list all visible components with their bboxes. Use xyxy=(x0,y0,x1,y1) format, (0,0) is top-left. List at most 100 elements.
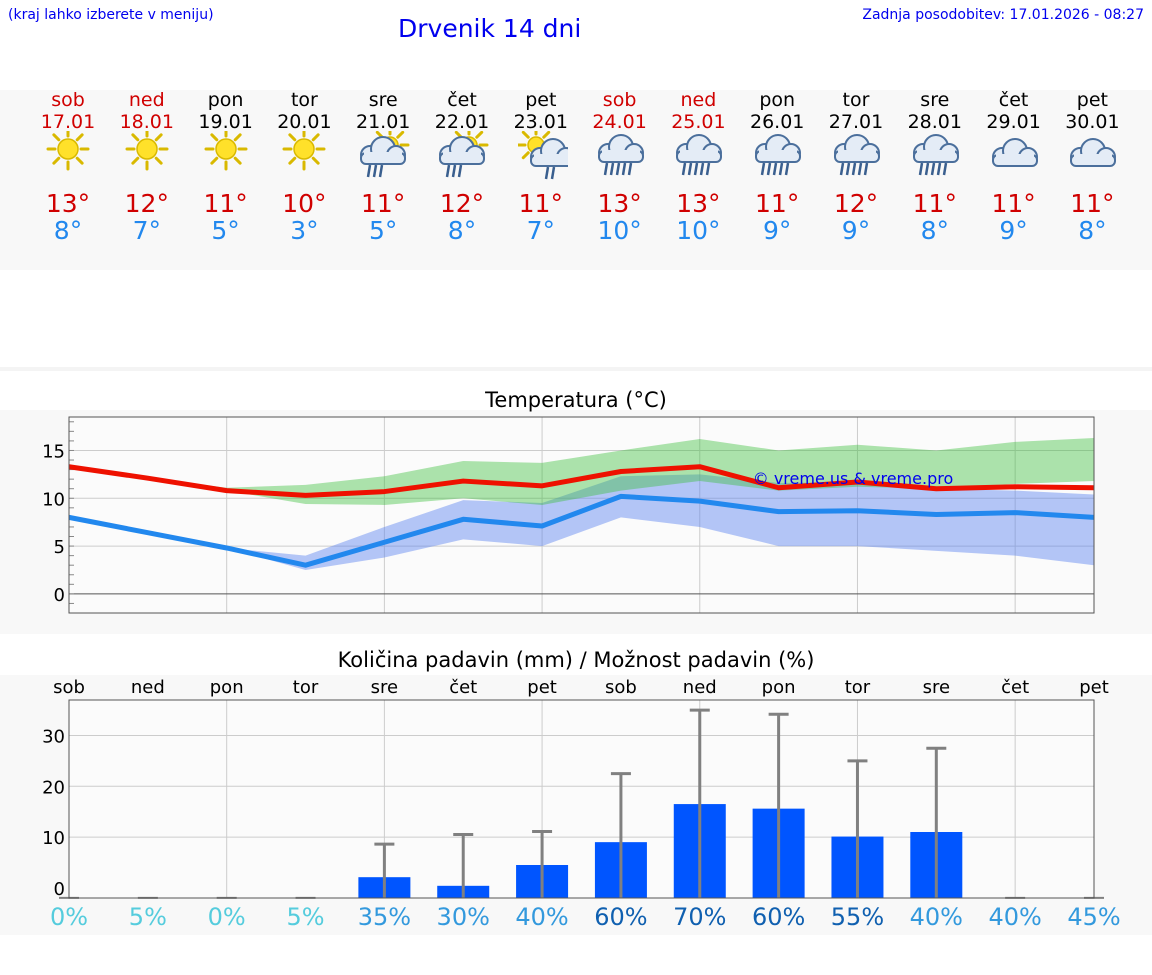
tmin-line xyxy=(68,493,1095,568)
precipitation-probability: 70% xyxy=(673,903,727,931)
day-date: 26.01 xyxy=(749,111,805,133)
day-date: 17.01 xyxy=(40,111,96,133)
max-temperature: 10° xyxy=(282,189,327,218)
day-date: 24.01 xyxy=(592,111,647,133)
x-category-label: ned xyxy=(683,677,717,698)
cloud-rain-icon xyxy=(597,134,644,176)
min-temperature: 5° xyxy=(211,216,240,245)
day-date: 18.01 xyxy=(119,111,174,133)
cloud-rain-icon xyxy=(912,134,959,176)
y-tick-label: 10 xyxy=(42,489,65,510)
day-name: čet xyxy=(998,89,1029,111)
day-date: 29.01 xyxy=(986,111,1041,133)
precipitation-probability: 55% xyxy=(830,903,885,931)
x-category-label: pon xyxy=(210,677,244,698)
precipitation-probability: 5% xyxy=(286,903,325,931)
precipitation-probability: 35% xyxy=(357,903,412,931)
min-temperature: 5° xyxy=(368,216,398,245)
day-date: 27.01 xyxy=(828,111,884,133)
day-date: 19.01 xyxy=(198,111,253,133)
cloud-icon xyxy=(991,138,1038,167)
day-date: 23.01 xyxy=(513,111,568,133)
day-date: 28.01 xyxy=(907,111,962,133)
last-updated: Zadnja posodobitev: 17.01.2026 - 08:27 xyxy=(862,7,1144,23)
y-tick-label: 5 xyxy=(54,537,65,558)
precipitation-probability: 40% xyxy=(909,903,963,931)
cloud-icon xyxy=(1070,138,1117,167)
day-date: 20.01 xyxy=(277,111,332,133)
min-temperature: 8° xyxy=(920,216,949,245)
y-tick-label: 0 xyxy=(54,879,65,900)
max-temperature: 11° xyxy=(991,189,1036,218)
min-temperature: 9° xyxy=(841,216,871,245)
x-category-label: sre xyxy=(923,677,950,698)
min-temperature: 8° xyxy=(53,216,83,245)
min-temperature: 9° xyxy=(999,216,1028,245)
precipitation-probability: 5% xyxy=(128,903,167,931)
min-temperature: 9° xyxy=(762,216,792,245)
x-category-label: pet xyxy=(1079,677,1109,698)
y-tick-label: 20 xyxy=(42,777,65,798)
day-name: tor xyxy=(842,89,870,111)
cloud-rain-icon xyxy=(676,134,723,176)
precipitation-probability: 40% xyxy=(515,903,569,931)
tmax-range-band xyxy=(69,438,1094,505)
day-name: čet xyxy=(447,89,477,111)
plot-frame xyxy=(68,416,1095,614)
day-name: sob xyxy=(602,89,637,111)
precipitation-probability: 30% xyxy=(436,903,490,931)
day-date: 25.01 xyxy=(671,111,726,133)
day-name: ned xyxy=(128,89,165,111)
temperature-chart: 0 5 10 15 © vreme.us & vreme.pro xyxy=(42,416,1095,614)
precipitation-probability: 0% xyxy=(49,903,89,931)
precipitation-probability: 0% xyxy=(207,903,246,931)
max-temperature: 11° xyxy=(1070,189,1115,218)
precipitation-probability: 60% xyxy=(594,903,648,931)
x-category-label: pet xyxy=(527,677,557,698)
x-category-label: tor xyxy=(293,677,319,698)
precipitation-chart-title: Količina padavin (mm) / Možnost padavin … xyxy=(337,648,815,672)
day-name: sob xyxy=(51,89,85,111)
x-category-label: tor xyxy=(845,677,871,698)
tmax-line xyxy=(68,464,1095,498)
day-name: sre xyxy=(920,89,950,111)
temperature-chart-title: Temperatura (°C) xyxy=(485,388,667,412)
day-date: 30.01 xyxy=(1065,111,1120,133)
min-temperature: 7° xyxy=(526,216,555,245)
page-title: Drvenik 14 dni xyxy=(398,14,582,43)
x-category-label: čet xyxy=(1001,677,1029,698)
sun-cloud-rain-icon xyxy=(360,131,410,178)
max-temperature: 11° xyxy=(203,189,248,218)
y-tick-label: 15 xyxy=(42,441,65,462)
cloud-rain-icon xyxy=(755,134,802,176)
sun-cloud-rain-right-icon xyxy=(517,131,568,180)
precipitation-probability: 60% xyxy=(751,903,806,931)
min-temperature: 8° xyxy=(447,216,477,245)
day-date: 21.01 xyxy=(355,111,411,133)
max-temperature: 11° xyxy=(755,189,800,218)
max-temperature: 13° xyxy=(676,189,721,218)
sun-cloud-rain-icon xyxy=(439,131,489,178)
x-category-label: sob xyxy=(605,677,637,698)
day-name: ned xyxy=(680,89,717,111)
max-temperature: 11° xyxy=(518,189,563,218)
day-name: pon xyxy=(759,89,796,111)
x-category-label: ned xyxy=(131,677,165,698)
min-temperature: 10° xyxy=(597,216,642,245)
max-temperature: 11° xyxy=(361,189,406,218)
x-category-label: sob xyxy=(53,677,85,698)
min-temperature: 10° xyxy=(676,216,721,245)
sun-icon xyxy=(204,131,248,171)
day-name: pon xyxy=(207,89,244,111)
max-temperature: 13° xyxy=(45,189,91,218)
sun-icon xyxy=(282,131,326,171)
sun-icon xyxy=(46,131,90,171)
y-tick-label: 0 xyxy=(54,585,65,606)
min-temperature: 8° xyxy=(1078,216,1107,245)
day-date: 22.01 xyxy=(434,111,490,133)
min-temperature: 3° xyxy=(290,216,319,245)
day-name: pet xyxy=(1076,89,1108,111)
watermark: © vreme.us & vreme.pro xyxy=(753,469,954,488)
day-name: pet xyxy=(525,89,557,111)
precipitation-probability: 40% xyxy=(988,903,1042,931)
